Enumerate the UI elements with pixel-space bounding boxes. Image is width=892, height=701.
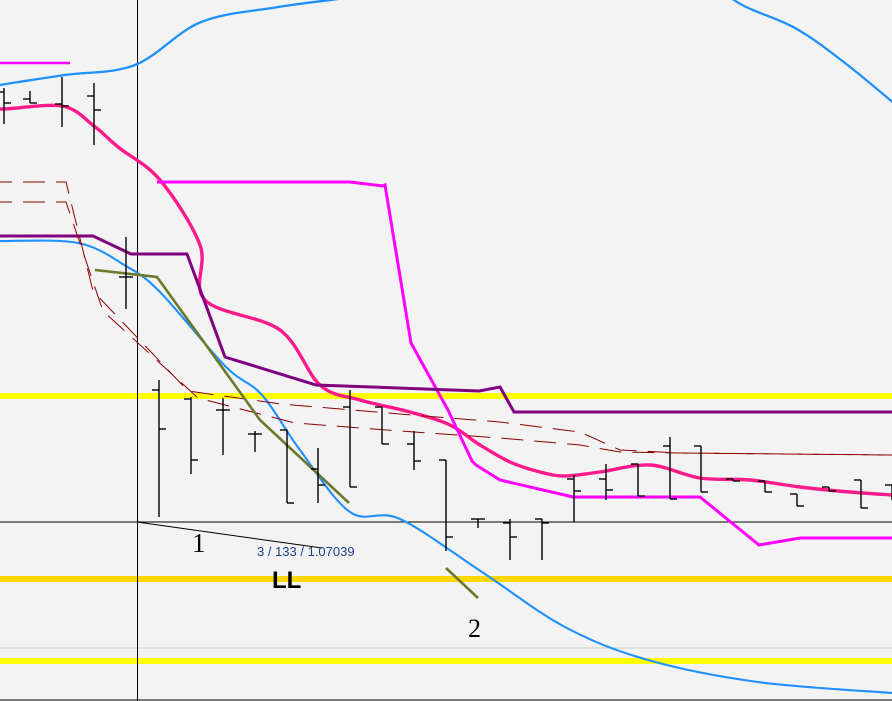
svg-text:2: 2 (468, 614, 481, 643)
svg-text:1: 1 (192, 528, 206, 558)
svg-text:3 / 133 / 1.07039: 3 / 133 / 1.07039 (257, 544, 355, 559)
svg-text:LL: LL (272, 567, 301, 594)
